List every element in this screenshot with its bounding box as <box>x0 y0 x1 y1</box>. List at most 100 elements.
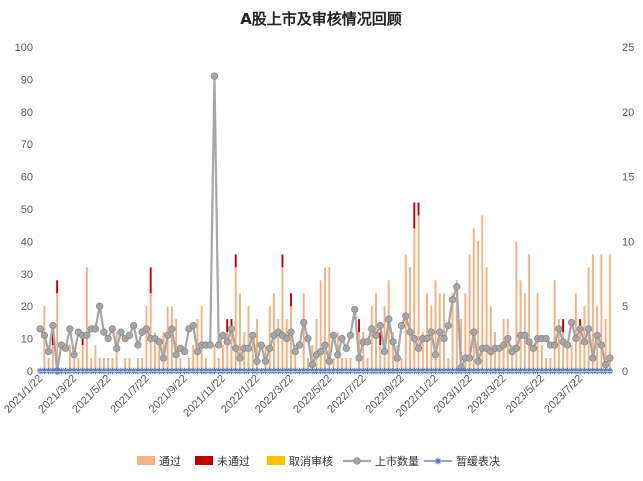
listings-point <box>585 325 593 333</box>
listings-point <box>444 322 452 330</box>
listings-point <box>470 328 478 336</box>
passed-bar <box>153 332 156 371</box>
listings-point <box>266 344 274 352</box>
passed-bar <box>251 332 254 371</box>
passed-bar <box>511 345 514 371</box>
passed-bar <box>489 306 492 371</box>
failed-bar <box>281 254 284 268</box>
listings-point <box>100 328 108 336</box>
passed-bar <box>532 345 535 371</box>
passed-bar <box>409 267 411 371</box>
passed-bar <box>485 267 488 371</box>
legend-label: 上市数量 <box>375 454 419 468</box>
passed-bar <box>413 228 416 371</box>
passed-bar <box>213 345 216 371</box>
listings-point <box>253 357 261 365</box>
listings-point <box>83 331 91 339</box>
failed-bar <box>413 202 416 229</box>
y-right-tick-label: 15 <box>622 172 634 184</box>
listings-point <box>168 325 176 333</box>
passed-bar <box>506 319 509 371</box>
listings-point <box>355 354 363 362</box>
listings-point <box>568 318 576 327</box>
passed-bar <box>362 332 365 371</box>
listings-point <box>376 322 384 330</box>
y-left-tick-label: 100 <box>15 42 33 54</box>
passed-bar <box>162 332 165 371</box>
listings-point <box>427 328 435 336</box>
failed-bar <box>56 280 59 294</box>
listings-point <box>223 338 231 346</box>
y-left-tick-label: 0 <box>27 366 33 378</box>
listings-point <box>602 360 610 369</box>
legend-label: 通过 <box>159 455 181 468</box>
passed-bar <box>324 267 326 371</box>
passed-bar <box>234 267 237 371</box>
y-right-tick-label: 20 <box>622 107 634 119</box>
passed-bar <box>426 293 428 371</box>
failed-bar <box>51 332 54 346</box>
legend-swatch <box>195 456 213 465</box>
y-right-tick-label: 10 <box>622 236 634 248</box>
passed-bar <box>141 358 144 371</box>
failed-bar <box>226 319 229 333</box>
listings-point <box>117 328 125 336</box>
listings-point <box>104 335 112 343</box>
listings-point <box>448 296 457 304</box>
failed-bar <box>290 293 292 307</box>
listings-point <box>219 331 227 339</box>
passed-bar <box>434 280 437 371</box>
passed-bar <box>460 319 463 371</box>
passed-bar <box>400 358 403 371</box>
listings-point <box>465 354 474 362</box>
listings-point <box>193 347 202 356</box>
passed-bar <box>200 306 203 371</box>
y-left-tick-label: 60 <box>21 172 33 184</box>
listings-point <box>334 351 342 359</box>
failed-bar <box>358 319 360 333</box>
passed-bar <box>77 358 80 371</box>
listings-point <box>436 328 444 336</box>
failed-bar <box>379 332 382 346</box>
listings-point <box>308 360 316 369</box>
listings-point <box>325 357 333 365</box>
passed-bar <box>192 345 195 371</box>
listings-point <box>91 325 99 333</box>
y-right-tick-label: 25 <box>622 42 634 54</box>
listings-point <box>249 331 257 339</box>
listings-point <box>159 354 168 362</box>
passed-bar <box>124 358 127 371</box>
passed-bar <box>94 345 97 371</box>
listings-point <box>372 331 380 339</box>
passed-bar <box>290 306 292 371</box>
y-left-tick-label: 10 <box>21 334 33 346</box>
failed-bar <box>417 202 420 216</box>
listings-point <box>49 322 57 330</box>
listings-point <box>300 318 308 327</box>
passed-bar <box>158 345 161 371</box>
passed-bar <box>47 358 50 371</box>
listings-point <box>321 341 329 349</box>
listings-point <box>130 322 138 330</box>
passed-bar <box>528 254 531 371</box>
passed-bar <box>268 306 271 371</box>
passed-bar <box>315 319 318 371</box>
listings-point <box>550 341 559 349</box>
passed-bar <box>515 241 518 371</box>
passed-bar <box>175 319 178 371</box>
listings-point <box>504 335 512 343</box>
y-left-tick-label: 20 <box>21 301 33 313</box>
passed-bar <box>345 358 348 371</box>
passed-bar <box>102 358 105 371</box>
listings-point <box>261 357 270 365</box>
y-left-tick-label: 50 <box>21 204 33 216</box>
listings-point <box>589 354 597 362</box>
listings-point <box>385 315 393 323</box>
passed-bar <box>481 215 484 371</box>
passed-bar <box>239 293 241 371</box>
y-right-tick-label: 0 <box>622 366 628 378</box>
listings-point <box>283 335 291 343</box>
listings-point <box>474 357 482 365</box>
listings-point <box>414 344 423 352</box>
passed-bar <box>383 306 386 371</box>
